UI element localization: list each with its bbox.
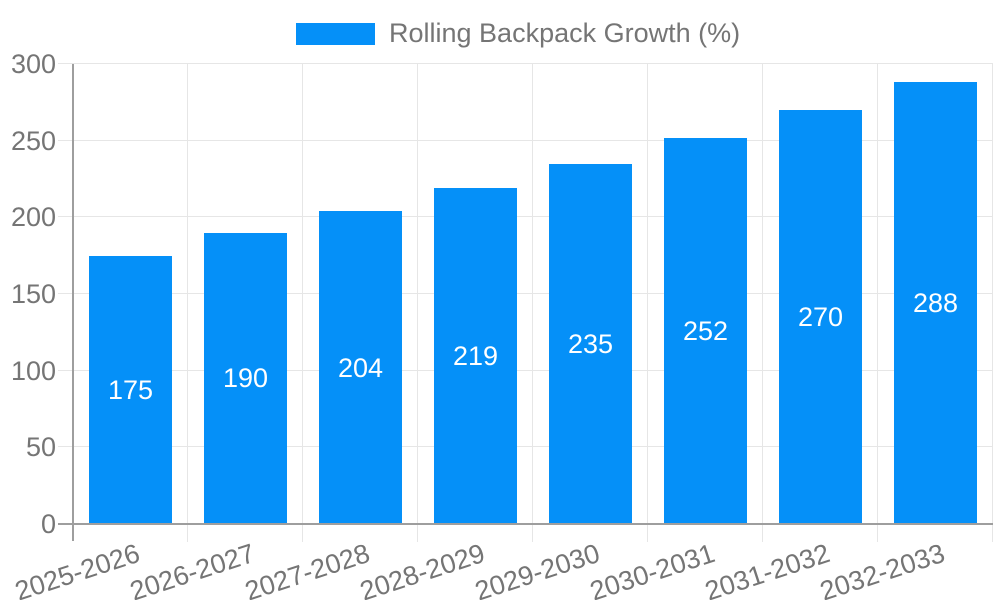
x-axis-label: 2031-2032 xyxy=(701,538,834,600)
bar-1 xyxy=(204,232,287,524)
x-tick xyxy=(532,525,533,542)
x-axis-label: 2025-2026 xyxy=(11,538,144,600)
bar-7 xyxy=(894,82,977,524)
bar-value-label: 175 xyxy=(107,374,154,405)
bar-value-label: 288 xyxy=(912,288,959,319)
bar-6 xyxy=(779,110,862,524)
bar-value-label: 252 xyxy=(682,315,729,346)
y-axis-label: 300 xyxy=(10,49,56,79)
bar-value-label: 270 xyxy=(797,302,844,332)
bar-value-label: 235 xyxy=(567,328,614,359)
bar-0 xyxy=(89,255,172,524)
y-axis-label: 150 xyxy=(10,279,56,309)
y-gridline xyxy=(58,63,993,64)
bar-3 xyxy=(434,188,517,524)
x-gridline xyxy=(992,64,993,524)
chart-legend: Rolling Backpack Growth (%) xyxy=(296,20,740,47)
bar-value-label: 190 xyxy=(222,363,269,394)
y-axis-label: 50 xyxy=(25,432,56,463)
y-axis-label: 0 xyxy=(40,509,56,539)
x-axis-baseline xyxy=(58,523,993,525)
x-gridline xyxy=(762,64,763,524)
x-gridline xyxy=(877,64,878,524)
x-tick xyxy=(762,525,763,542)
y-gridline xyxy=(58,139,993,141)
x-gridline xyxy=(417,64,418,524)
y-axis-label: 250 xyxy=(10,125,56,156)
x-axis-label: 2026-2027 xyxy=(126,538,259,600)
y-axis-line xyxy=(72,64,74,541)
bar-value-label: 204 xyxy=(337,352,384,383)
x-tick xyxy=(417,525,418,542)
y-gridline xyxy=(58,216,993,218)
y-axis-label: 200 xyxy=(10,202,56,233)
x-gridline xyxy=(187,64,188,524)
x-axis-label: 2030-2031 xyxy=(586,538,719,600)
bar-value-label: 219 xyxy=(452,341,499,372)
x-gridline xyxy=(647,64,648,524)
x-gridline xyxy=(302,64,303,524)
y-gridline xyxy=(58,369,993,371)
x-axis-label: 2032-2033 xyxy=(816,538,949,600)
y-gridline xyxy=(58,446,993,448)
x-axis-label: 2029-2030 xyxy=(471,538,604,600)
x-gridline xyxy=(532,64,533,524)
y-gridline xyxy=(58,293,993,294)
bar-5 xyxy=(664,137,747,524)
legend-swatch xyxy=(296,22,375,45)
legend-label: Rolling Backpack Growth (%) xyxy=(389,18,741,48)
x-tick xyxy=(992,525,993,542)
x-tick xyxy=(877,525,878,542)
x-tick xyxy=(187,525,188,542)
x-tick xyxy=(302,525,303,542)
bar-4 xyxy=(549,163,632,524)
x-axis-label: 2028-2029 xyxy=(356,538,489,600)
x-tick xyxy=(647,525,648,542)
x-axis-label: 2027-2028 xyxy=(241,538,374,600)
bar-2 xyxy=(319,211,402,524)
y-axis-label: 100 xyxy=(10,355,56,386)
